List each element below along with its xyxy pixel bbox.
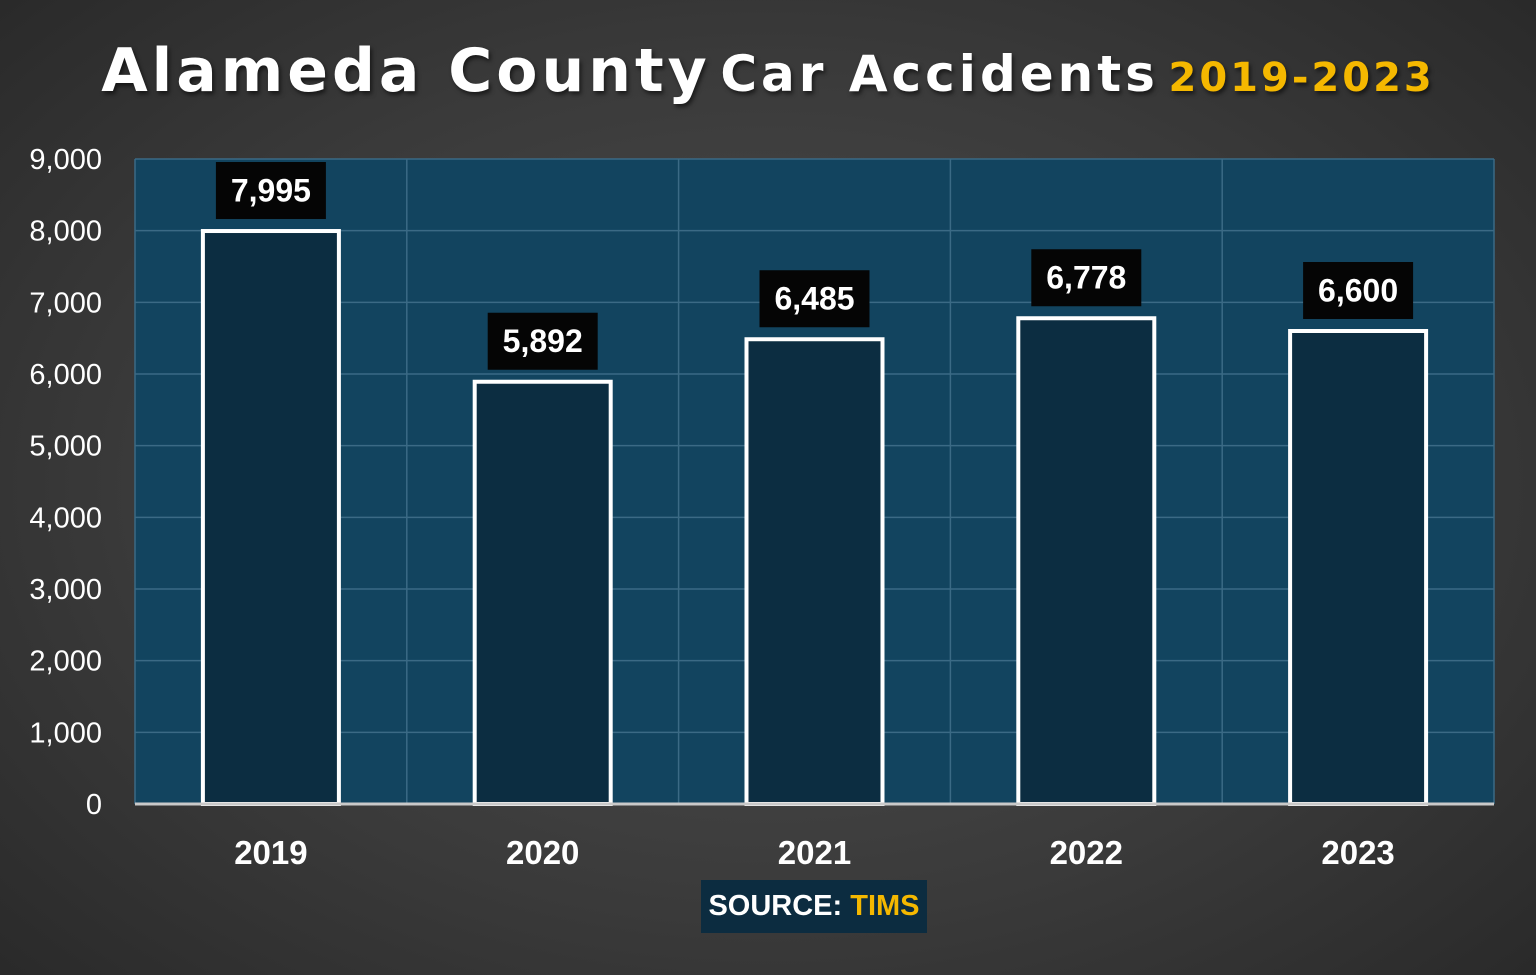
bar [1016,316,1157,806]
y-tick-label: 4,000 [29,502,102,534]
data-label-box [215,162,326,220]
x-tick-label: 2021 [778,834,851,871]
data-label-box [487,312,598,370]
x-tick-label: 2020 [506,834,579,871]
source-badge: SOURCE: TIMS [701,880,927,933]
y-tick-label: 7,000 [29,287,102,319]
bar [744,337,885,806]
x-tick-label: 2019 [234,834,307,871]
bar [472,379,613,806]
data-label-box [1303,262,1414,319]
data-label: 6,600 [1318,273,1398,309]
data-label: 6,485 [774,281,854,317]
x-tick-label: 2023 [1321,834,1394,871]
title-years: 2019-2023 [1168,55,1435,101]
y-tick-label: 8,000 [29,216,102,248]
data-label-box [1031,249,1142,307]
title-county: Alameda County [101,36,711,106]
source-value: TIMS [850,890,920,922]
bar [1288,329,1429,806]
chart-title: Alameda County Car Accidents 2019-2023 [0,36,1536,106]
x-tick-label: 2022 [1050,834,1123,871]
y-tick-label: 5,000 [29,431,102,463]
data-label: 6,778 [1046,260,1126,296]
title-subject: Car Accidents [720,45,1159,103]
data-label-box [759,270,870,328]
source-label: SOURCE: [708,890,843,922]
y-tick-label: 2,000 [29,646,102,678]
bar [200,229,341,806]
y-tick-label: 0 [86,789,102,821]
y-tick-label: 1,000 [29,717,102,749]
data-label: 7,995 [231,173,311,209]
data-label: 5,892 [503,323,583,359]
y-tick-label: 3,000 [29,574,102,606]
y-tick-label: 9,000 [29,144,102,176]
y-tick-label: 6,000 [29,359,102,391]
